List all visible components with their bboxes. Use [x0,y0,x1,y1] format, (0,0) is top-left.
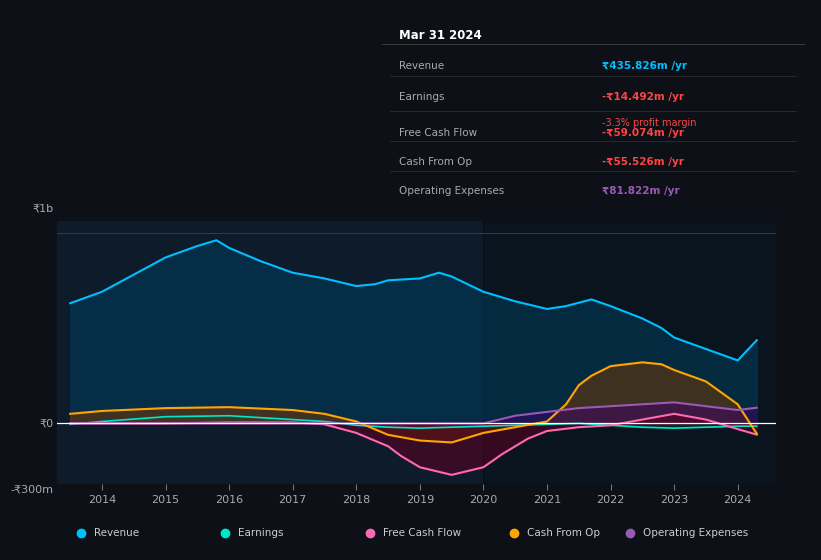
Text: -₹14.492m /yr: -₹14.492m /yr [602,92,684,102]
Text: Earnings: Earnings [238,529,283,538]
Text: Cash From Op: Cash From Op [527,529,600,538]
Text: -₹300m: -₹300m [11,484,54,494]
Text: Operating Expenses: Operating Expenses [643,529,748,538]
Text: Earnings: Earnings [399,92,444,102]
Text: Revenue: Revenue [94,529,139,538]
Text: ₹0: ₹0 [39,418,54,428]
Text: Cash From Op: Cash From Op [399,157,472,167]
Text: -₹59.074m /yr: -₹59.074m /yr [602,128,684,138]
Text: Free Cash Flow: Free Cash Flow [383,529,461,538]
Text: Operating Expenses: Operating Expenses [399,186,504,196]
Text: ₹81.822m /yr: ₹81.822m /yr [602,186,679,196]
Text: Revenue: Revenue [399,60,444,71]
Text: Mar 31 2024: Mar 31 2024 [399,29,481,42]
Bar [484,221,776,484]
Text: -₹55.526m /yr: -₹55.526m /yr [602,157,684,167]
Text: ₹1b: ₹1b [33,203,54,213]
Text: Free Cash Flow: Free Cash Flow [399,128,477,138]
Text: -3.3% profit margin: -3.3% profit margin [602,118,696,128]
Text: ₹435.826m /yr: ₹435.826m /yr [602,60,686,71]
